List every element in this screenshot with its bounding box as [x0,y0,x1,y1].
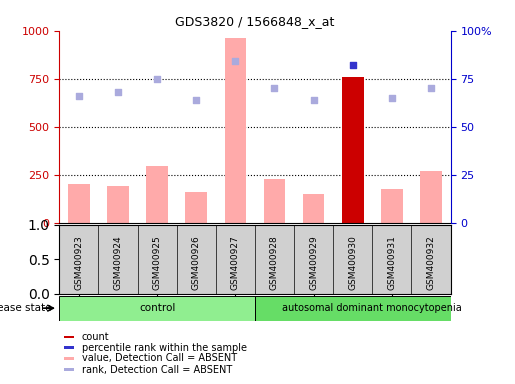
Point [270,85,279,91]
Text: disease state: disease state [0,303,52,313]
Text: GSM400930: GSM400930 [348,235,357,290]
Text: GSM400925: GSM400925 [152,235,162,290]
Text: control: control [139,303,175,313]
Bar [146,166,168,223]
Text: GSM400927: GSM400927 [231,235,240,290]
Text: GSM400923: GSM400923 [74,235,83,290]
Point [310,97,318,103]
Point [153,76,161,82]
Text: GSM400929: GSM400929 [309,235,318,290]
Text: value, Detection Call = ABSENT: value, Detection Call = ABSENT [82,353,237,363]
Bar [255,296,451,321]
Bar [381,189,403,223]
Text: GSM400928: GSM400928 [270,235,279,290]
Text: count: count [82,332,109,342]
Bar [420,171,442,223]
Text: GSM400924: GSM400924 [113,235,123,290]
Title: GDS3820 / 1566848_x_at: GDS3820 / 1566848_x_at [175,15,335,28]
Bar [68,184,90,223]
Bar [185,192,207,223]
Text: GSM400926: GSM400926 [192,235,201,290]
Point [75,93,83,99]
Text: GSM400932: GSM400932 [426,235,436,290]
Point [114,89,122,95]
Bar [264,179,285,223]
Point [349,62,357,68]
Bar [225,38,246,223]
Bar [64,336,74,338]
Point [231,58,239,65]
Point [388,95,396,101]
Bar [64,346,74,349]
Bar [342,77,364,223]
Text: autosomal dominant monocytopenia: autosomal dominant monocytopenia [282,303,462,313]
Point [192,97,200,103]
Text: percentile rank within the sample: percentile rank within the sample [82,343,247,353]
Point [427,85,435,91]
Bar [107,186,129,223]
Text: GSM400931: GSM400931 [387,235,397,290]
Text: rank, Detection Call = ABSENT: rank, Detection Call = ABSENT [82,364,232,375]
Bar [64,357,74,359]
Bar [303,194,324,223]
Bar [59,296,255,321]
Bar [64,368,74,371]
